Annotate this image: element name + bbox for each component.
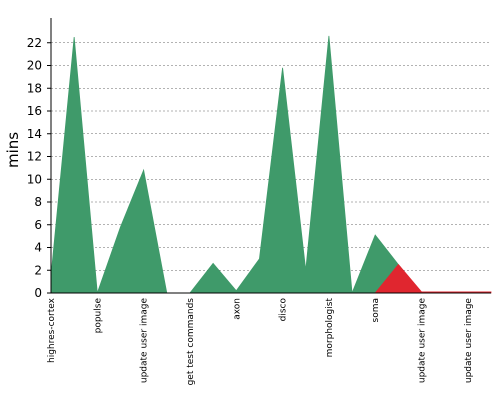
x-tick-label: soma — [371, 298, 381, 322]
area-success — [50, 35, 491, 294]
y-tick-label: 14 — [27, 127, 42, 141]
x-tick-label: update user image — [464, 298, 474, 384]
x-tick-label: get test commands — [186, 298, 196, 386]
y-tick-label: 12 — [27, 150, 42, 164]
y-tick-label: 8 — [34, 195, 42, 209]
y-tick-label: 4 — [34, 241, 42, 255]
y-tick-label: 6 — [34, 218, 42, 232]
y-axis-title: mins — [4, 132, 22, 168]
x-tick-label: populse — [93, 298, 103, 334]
y-tick-labels: 0 2 4 6 8 10 12 14 16 18 20 22 — [27, 36, 51, 300]
y-tick-label: 20 — [27, 59, 42, 73]
x-tick-label: update user image — [418, 298, 428, 384]
y-tick-label: 22 — [27, 36, 42, 50]
y-tick-label: 16 — [27, 104, 42, 118]
chart-areas — [50, 35, 492, 294]
y-tick-label: 10 — [27, 172, 42, 186]
x-tick-label: update user image — [140, 298, 150, 384]
y-tick-label: 18 — [27, 81, 42, 95]
y-tick-label: 2 — [34, 263, 42, 277]
x-tick-label: axon — [232, 298, 242, 320]
y-tick-label: 0 — [34, 286, 42, 300]
x-tick-label: highres-cortex — [47, 297, 57, 363]
x-tick-label: disco — [279, 298, 289, 322]
x-tick-labels: highres-cortex populse update user image ge… — [47, 297, 474, 385]
x-tick-label: morphologist — [325, 298, 335, 358]
